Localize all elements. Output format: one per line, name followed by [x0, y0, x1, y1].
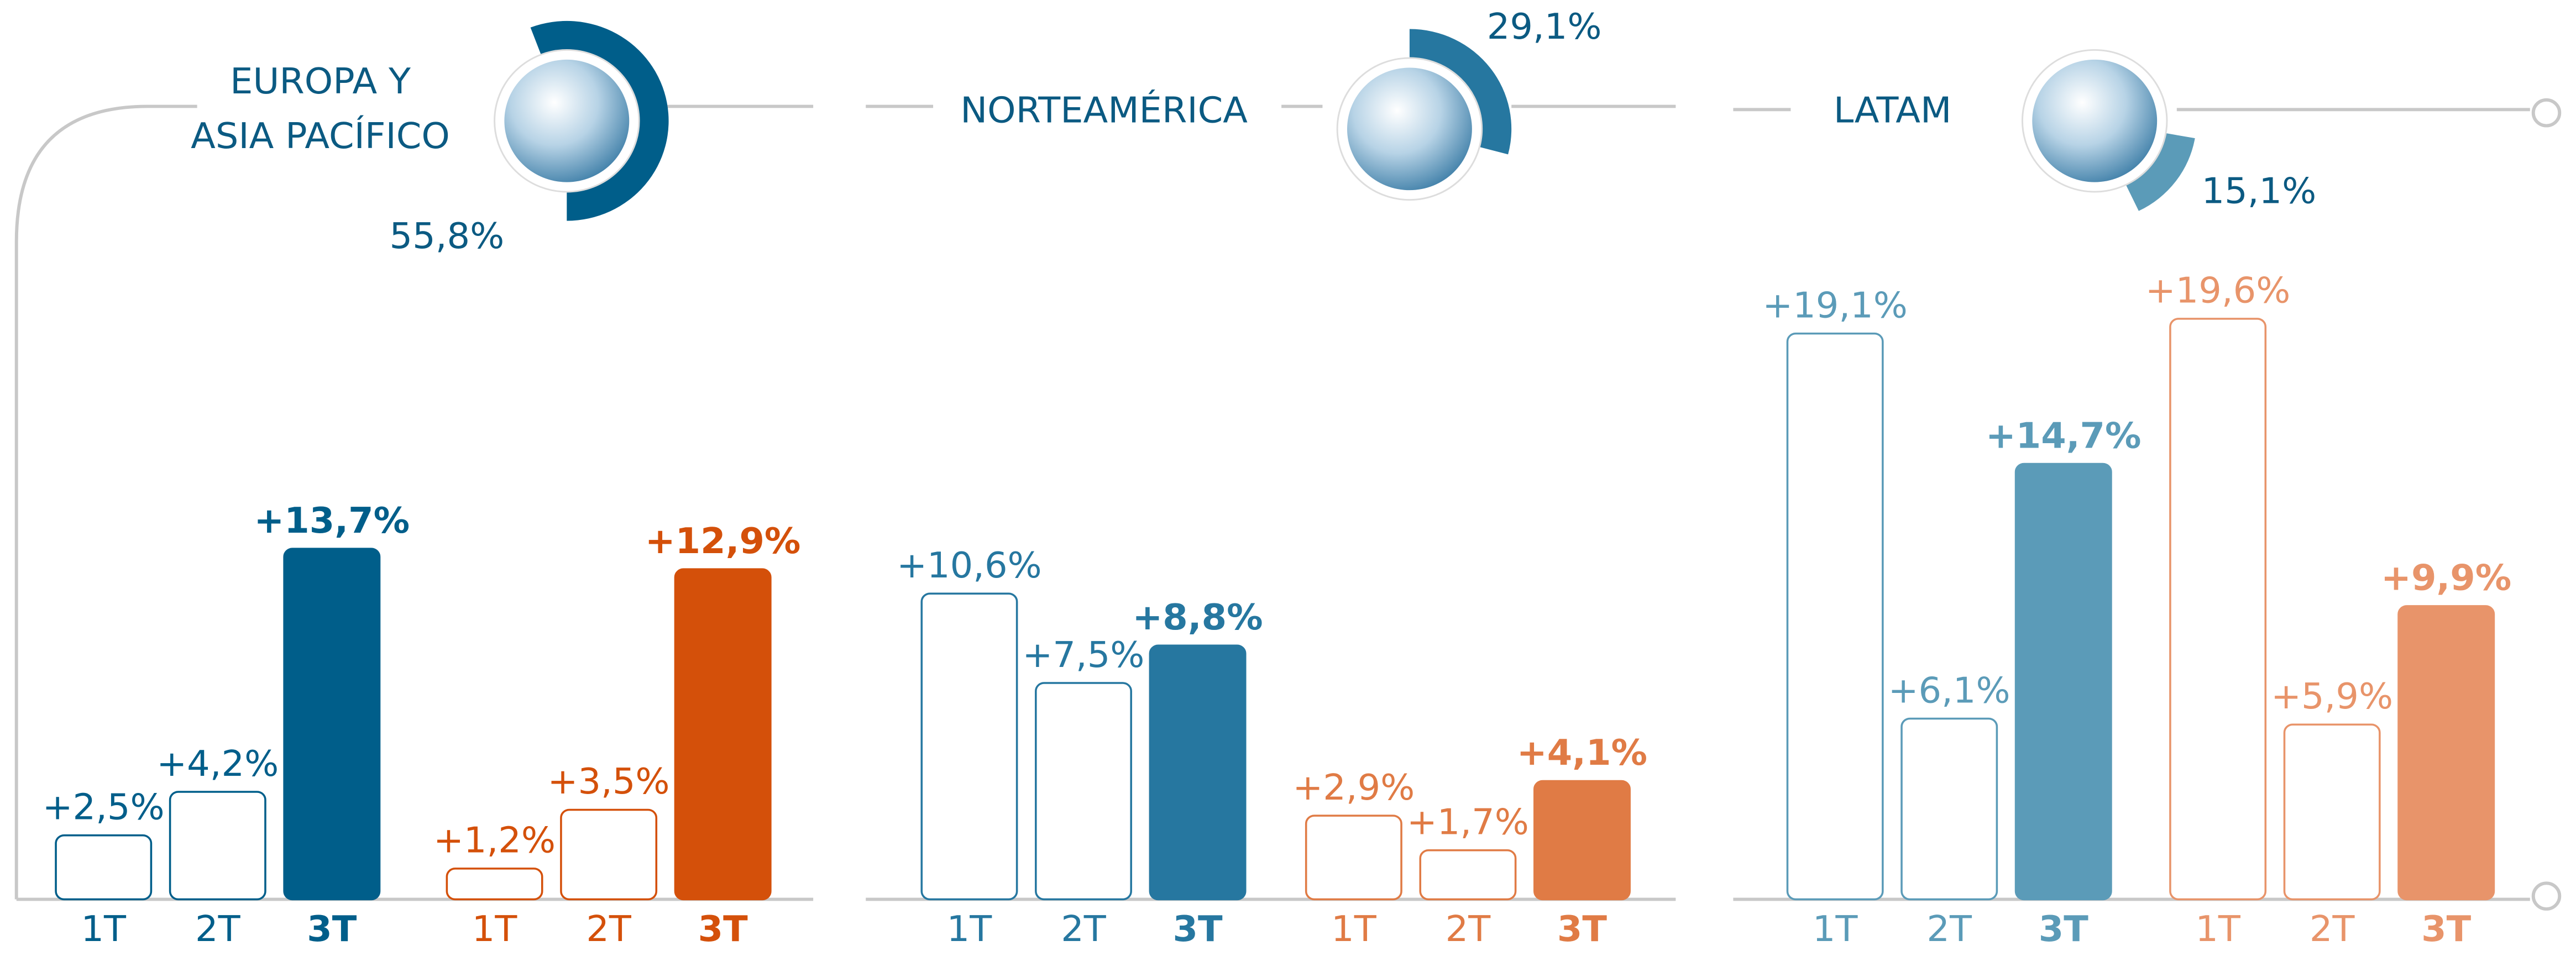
category-label: 2T: [1926, 909, 1972, 950]
category-label: 1T: [81, 909, 126, 950]
category-label: 3T: [2421, 909, 2471, 950]
value-label: +1,2%: [433, 820, 556, 861]
bar: [2397, 605, 2495, 901]
category-label: 1T: [1331, 909, 1376, 950]
share-arc: [1409, 29, 1512, 155]
value-label: +4,2%: [156, 743, 279, 784]
category-label: 3T: [1173, 909, 1223, 950]
bar: [1035, 682, 1132, 901]
region-title: LATAM: [1834, 90, 1952, 131]
category-label: 2T: [1061, 909, 1106, 950]
value-label: +3,5%: [548, 761, 670, 802]
bar: [674, 568, 772, 901]
bar: [1786, 332, 1884, 901]
value-label: +9,9%: [2381, 558, 2511, 598]
bar: [169, 791, 266, 901]
category-label: 2T: [586, 909, 631, 950]
bar: [560, 808, 658, 901]
category-label: 1T: [947, 909, 992, 950]
value-label: +12,9%: [645, 521, 801, 561]
value-label: +13,7%: [254, 500, 410, 541]
value-label: +14,7%: [1986, 416, 2142, 456]
share-label: 15,1%: [2202, 171, 2317, 212]
globe: [2032, 59, 2158, 182]
bar: [2283, 723, 2381, 901]
bar: [1900, 717, 1998, 901]
bar: [283, 548, 381, 901]
region-title: ASIA PACÍFICO: [191, 115, 450, 157]
bar: [446, 868, 543, 901]
category-label: 1T: [2195, 909, 2240, 950]
category-label: 3T: [1557, 909, 1607, 950]
bar: [1305, 814, 1402, 901]
value-label: +7,5%: [1023, 634, 1145, 675]
category-label: 2T: [2310, 909, 2355, 950]
value-label: +2,9%: [1292, 767, 1415, 808]
value-label: +1,7%: [1407, 802, 1529, 843]
bar: [2169, 318, 2267, 901]
category-label: 1T: [472, 909, 517, 950]
value-label: +10,6%: [897, 545, 1041, 586]
bar: [1149, 644, 1247, 901]
value-label: +19,6%: [2145, 270, 2290, 311]
category-label: 2T: [195, 909, 240, 950]
value-label: +19,1%: [1762, 285, 1907, 326]
share-label: 55,8%: [390, 216, 505, 257]
bar: [2014, 463, 2112, 901]
value-label: +2,5%: [43, 787, 165, 828]
share-label: 29,1%: [1487, 6, 1602, 47]
value-label: +6,1%: [1888, 670, 2010, 711]
share-arc: [2125, 133, 2195, 211]
category-label: 3T: [2039, 909, 2088, 950]
globe: [1347, 67, 1472, 191]
share-arc: [530, 20, 669, 221]
bar: [920, 592, 1018, 901]
value-label: +8,8%: [1133, 597, 1263, 638]
category-label: 3T: [698, 909, 748, 950]
category-label: 2T: [1446, 909, 1491, 950]
region-title: NORTEAMÉRICA: [960, 90, 1248, 131]
bar: [1419, 849, 1517, 901]
value-label: +4,1%: [1517, 733, 1647, 774]
bar: [55, 834, 153, 901]
bar: [1533, 780, 1631, 901]
globe: [504, 59, 630, 182]
value-label: +5,9%: [2271, 676, 2393, 717]
category-label: 1T: [1813, 909, 1858, 950]
region-title: EUROPA Y: [230, 61, 411, 102]
category-label: 3T: [307, 909, 357, 950]
